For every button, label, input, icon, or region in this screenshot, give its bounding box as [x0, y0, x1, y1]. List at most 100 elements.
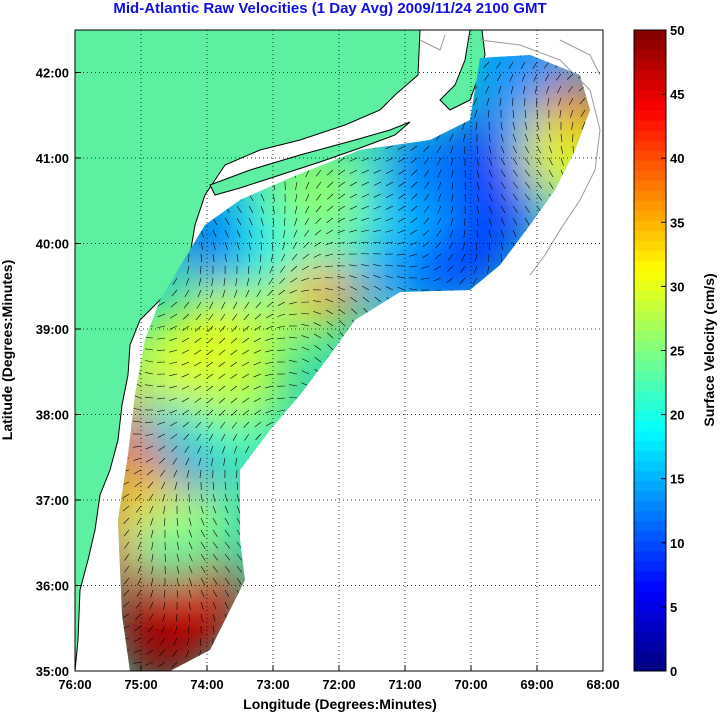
velocity-arrow — [314, 345, 322, 351]
velocity-arrow — [536, 121, 540, 130]
velocity-arrow — [151, 553, 154, 562]
velocity-arrow — [411, 193, 418, 200]
velocity-arrow — [147, 625, 154, 633]
velocity-arrow — [524, 145, 530, 154]
velocity-arrow — [450, 217, 454, 226]
velocity-arrow — [424, 181, 430, 189]
velocity-arrow — [253, 337, 262, 343]
velocity-arrow — [230, 349, 238, 356]
velocity-arrow — [500, 169, 506, 177]
velocity-arrow — [476, 193, 480, 202]
velocity-arrow — [512, 229, 517, 238]
velocity-arrow — [231, 421, 238, 429]
velocity-arrow — [385, 241, 394, 244]
colorbar-segment — [634, 520, 666, 532]
velocity-arrow — [253, 361, 262, 366]
velocity-arrow — [242, 337, 250, 343]
velocity-arrow — [271, 241, 274, 250]
velocity-arrow — [337, 253, 346, 256]
colorbar-segment — [634, 550, 666, 562]
velocity-arrow — [410, 205, 418, 212]
velocity-arrow — [137, 529, 142, 538]
velocity-arrow — [339, 320, 346, 327]
velocity-arrow — [448, 241, 454, 250]
velocity-arrow — [135, 601, 142, 609]
x-tick-label: 69:00 — [520, 677, 553, 692]
velocity-arrow — [560, 133, 563, 142]
velocity-arrow — [524, 169, 531, 177]
velocity-arrow — [568, 97, 574, 106]
velocity-arrow — [277, 409, 286, 412]
velocity-arrow — [325, 287, 334, 291]
colorbar-tick-label: 40 — [670, 151, 684, 166]
velocity-arrow — [176, 565, 180, 574]
velocity-arrow — [158, 445, 166, 451]
velocity-arrow — [151, 541, 154, 550]
velocity-arrow — [169, 385, 178, 389]
velocity-arrow — [224, 217, 230, 225]
velocity-arrow — [157, 337, 166, 340]
velocity-arrow — [137, 541, 142, 550]
velocity-arrow — [316, 181, 322, 189]
velocity-arrow — [337, 229, 346, 234]
velocity-arrow — [423, 217, 430, 225]
velocity-arrow — [232, 313, 238, 321]
velocity-arrow — [224, 601, 229, 610]
colorbar-segment — [634, 290, 666, 301]
velocity-arrow — [224, 517, 230, 526]
colorbar-segment — [634, 210, 666, 221]
velocity-arrow — [176, 577, 179, 586]
velocity-arrow — [236, 565, 242, 573]
velocity-arrow — [236, 229, 241, 238]
velocity-arrow — [483, 61, 490, 69]
velocity-arrow — [410, 217, 418, 224]
velocity-arrow — [280, 265, 286, 273]
velocity-arrow — [218, 373, 226, 380]
velocity-arrow — [488, 193, 493, 202]
velocity-arrow — [212, 589, 218, 598]
velocity-arrow — [206, 385, 214, 392]
velocity-arrow — [187, 481, 190, 490]
velocity-arrow — [236, 217, 242, 226]
velocity-sample — [464, 55, 557, 111]
velocity-arrow — [500, 253, 502, 262]
velocity-arrow — [206, 361, 214, 367]
velocity-arrow — [361, 205, 370, 210]
velocity-arrow — [282, 241, 286, 250]
velocity-arrow — [410, 169, 418, 176]
velocity-arrow — [580, 109, 586, 118]
velocity-arrow — [122, 505, 130, 512]
colorbar-segment — [634, 500, 666, 512]
velocity-arrow — [509, 73, 514, 82]
velocity-arrow — [423, 145, 430, 153]
velocity-arrow — [146, 649, 154, 655]
velocity-arrow — [488, 157, 493, 166]
velocity-arrow — [169, 421, 178, 427]
velocity-arrow — [212, 529, 218, 537]
velocity-arrow — [236, 481, 239, 490]
colorbar-segment — [634, 70, 666, 81]
velocity-arrow — [224, 553, 231, 561]
velocity-arrow — [536, 181, 542, 189]
velocity-arrow — [176, 589, 179, 598]
velocity-arrow — [230, 397, 238, 404]
velocity-arrow — [145, 661, 154, 666]
velocity-arrow — [301, 289, 310, 292]
x-tick-label: 75:00 — [124, 677, 157, 692]
velocity-arrow — [159, 457, 166, 464]
velocity-arrow — [176, 553, 180, 562]
velocity-arrow — [265, 421, 274, 427]
velocity-arrow — [544, 73, 550, 82]
colorbar-segment — [634, 190, 666, 201]
velocity-arrow — [500, 157, 506, 166]
velocity-arrow — [361, 229, 370, 233]
velocity-arrow — [451, 169, 454, 178]
velocity-arrow — [224, 505, 229, 514]
velocity-arrow — [313, 265, 322, 269]
x-tick-label: 74:00 — [190, 677, 223, 692]
velocity-arrow — [123, 517, 130, 525]
colorbar-tick-label: 45 — [670, 87, 684, 102]
velocity-arrow — [422, 229, 430, 236]
velocity-arrow — [473, 97, 478, 106]
velocity-arrow — [289, 372, 298, 375]
